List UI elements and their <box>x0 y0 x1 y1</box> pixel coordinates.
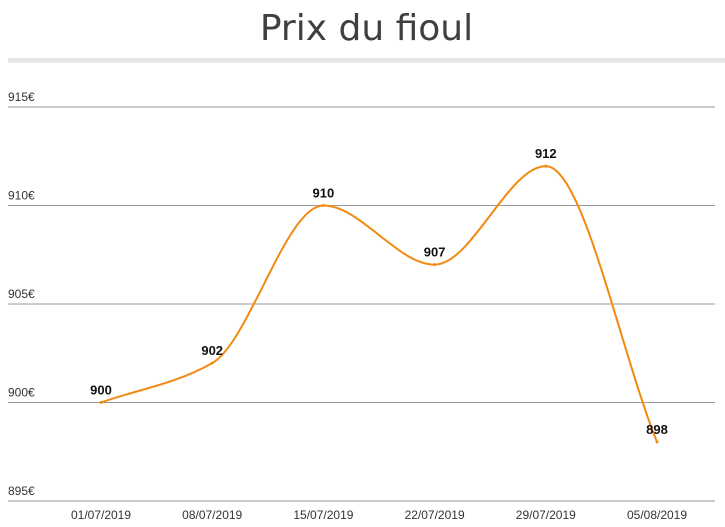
y-tick-label: 905€ <box>8 287 35 301</box>
data-label: 900 <box>90 383 112 398</box>
data-labels: 900 902 910 907 912 898 <box>90 146 668 437</box>
data-label: 907 <box>424 245 446 260</box>
x-tick-label: 05/08/2019 <box>627 508 687 522</box>
data-point <box>321 204 325 207</box>
data-label: 910 <box>313 186 335 201</box>
data-label: 912 <box>535 146 557 161</box>
data-point <box>210 361 214 365</box>
chart-title: Prix du fioul <box>259 8 474 49</box>
data-points <box>99 164 659 444</box>
x-tick-label: 15/07/2019 <box>293 508 353 522</box>
x-tick-label: 29/07/2019 <box>516 508 576 522</box>
data-label: 898 <box>646 422 668 437</box>
y-tick-label: 900€ <box>8 386 35 400</box>
data-point <box>433 263 437 267</box>
data-point <box>544 164 548 168</box>
y-tick-label: 895€ <box>8 484 35 498</box>
x-tick-label: 01/07/2019 <box>71 508 131 522</box>
data-point <box>655 440 659 444</box>
title-divider <box>8 58 725 63</box>
y-tick-label: 915€ <box>8 90 35 104</box>
x-tick-label: 22/07/2019 <box>405 508 465 522</box>
gridlines <box>8 106 715 502</box>
data-label: 902 <box>201 343 223 358</box>
x-tick-label: 08/07/2019 <box>182 508 242 522</box>
data-point <box>99 401 103 404</box>
y-axis-ticks: 895€ 900€ 905€ 910€ 915€ <box>8 90 35 498</box>
x-axis-ticks: 01/07/2019 08/07/2019 15/07/2019 22/07/2019… <box>71 508 687 522</box>
y-tick-label: 910€ <box>8 189 35 203</box>
